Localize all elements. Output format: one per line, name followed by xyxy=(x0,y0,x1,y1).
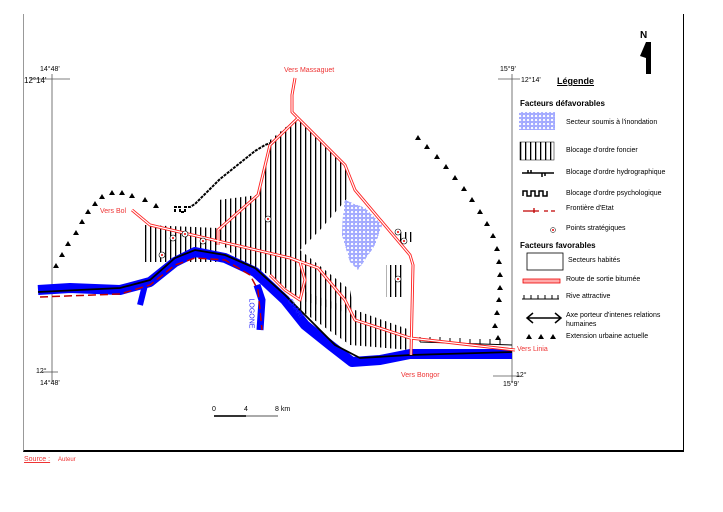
place-label-bongor: Vers Bongor xyxy=(401,372,440,379)
psychological-blocking-line xyxy=(174,142,271,213)
hydro-blocking-line xyxy=(37,249,513,359)
scale-label: 4 xyxy=(244,406,248,413)
coord-label: 12° xyxy=(516,372,527,379)
legend-item: Blocage d'ordre foncier xyxy=(566,147,638,154)
place-label-linia: Vers Linia xyxy=(517,346,548,353)
source-value: Auteur xyxy=(58,457,76,463)
legend-item: Frontière d'Etat xyxy=(566,205,614,212)
north-arrow-icon xyxy=(640,42,651,74)
source-label: Source : xyxy=(24,456,51,463)
legend-item: Extension urbaine actuelle xyxy=(566,333,649,340)
legend-land-swatch xyxy=(519,141,555,161)
coord-label: 14°48' xyxy=(40,380,60,387)
flood-area xyxy=(342,200,382,270)
river-chari xyxy=(37,247,512,367)
legend-bank-symbol xyxy=(522,295,559,300)
legend-title: Légende xyxy=(557,76,595,86)
river-label-logone: LOGONE xyxy=(247,298,255,329)
scale-label: 0 xyxy=(212,406,216,413)
state-border xyxy=(39,257,263,331)
legend-item: Secteurs habités xyxy=(568,257,621,264)
legend-section-unfavorable: Facteurs défavorables xyxy=(520,99,605,108)
place-label-bol: Vers Bol xyxy=(100,208,127,215)
legend-item: Rive attractive xyxy=(566,293,611,300)
coord-label: 14°48' xyxy=(40,66,60,73)
legend-item: Blocage d'ordre psychologique xyxy=(566,190,662,197)
legend-item: Points stratégiques xyxy=(566,225,626,232)
paved-roads xyxy=(131,77,516,356)
river-branch xyxy=(137,284,148,306)
legend-section-favorable: Facteurs favorables xyxy=(520,241,596,250)
legend-item: Axe porteur d'intenes relations humaines xyxy=(566,312,661,328)
coord-label: 12° xyxy=(36,368,47,375)
legend-extension-symbol xyxy=(526,334,556,339)
legend-border-symbol xyxy=(523,208,555,213)
coord-label: 12°14' xyxy=(24,76,47,85)
scale-label: 8 km xyxy=(275,406,291,413)
land-blocking-area xyxy=(398,232,414,242)
place-label-massaguet: Vers Massaguet xyxy=(284,67,335,74)
north-label: N xyxy=(640,30,648,41)
legend-road-symbol xyxy=(522,278,561,284)
legend-flood-swatch xyxy=(519,112,555,130)
coord-label: 12°14' xyxy=(521,77,541,84)
legend-axis-arrow-icon xyxy=(525,312,563,324)
legend-item: Route de sortie bitumée xyxy=(566,276,641,283)
coord-label: 15°9' xyxy=(503,381,519,388)
land-blocking-area xyxy=(386,265,404,297)
legend-item: Secteur soumis à l'inondation xyxy=(566,119,658,126)
legend-psycho-symbol xyxy=(522,190,548,197)
coord-label: 15°9' xyxy=(500,66,516,73)
grid-lines xyxy=(30,74,520,382)
map-frame xyxy=(23,14,684,452)
legend-item: Blocage d'ordre hydrographique xyxy=(566,169,666,176)
legend-inhabited-swatch xyxy=(526,252,564,271)
legend-hydro-symbol xyxy=(522,170,554,177)
